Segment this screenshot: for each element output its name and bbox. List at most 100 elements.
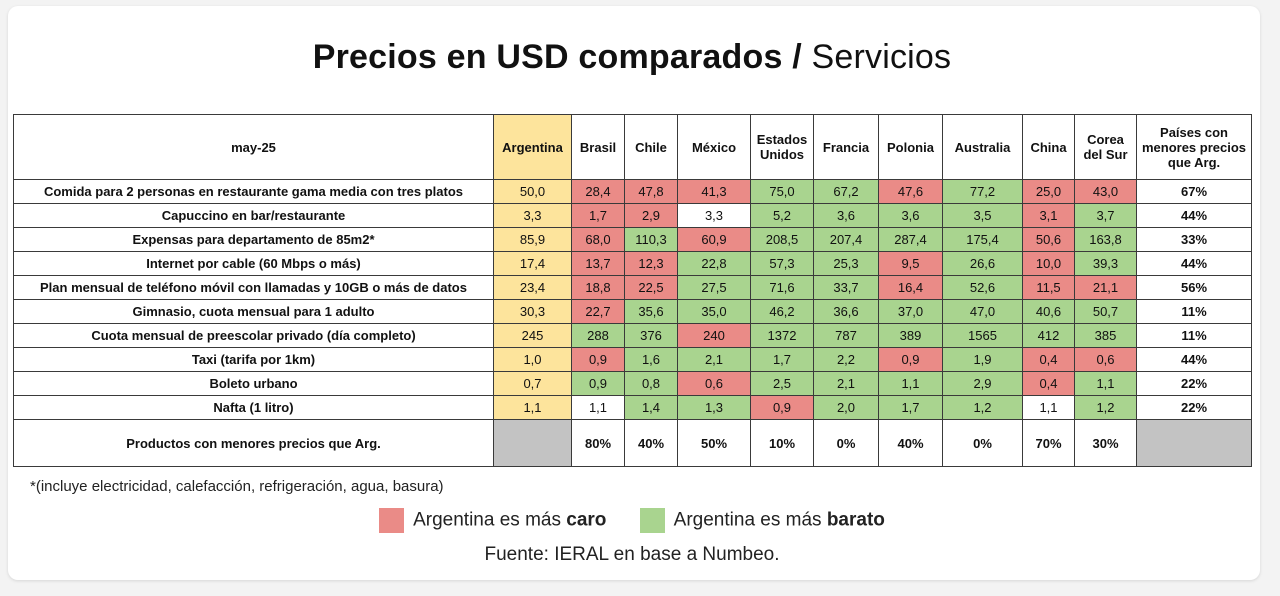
header-country: Chile: [624, 114, 678, 180]
price-cell: 50,7: [1074, 299, 1137, 324]
price-cell: 85,9: [493, 227, 572, 252]
price-cell: 18,8: [571, 275, 625, 300]
row-label: Nafta (1 litro): [13, 395, 494, 420]
price-cell: 43,0: [1074, 179, 1137, 204]
summary-cell: [493, 419, 572, 467]
price-cell: 1565: [942, 323, 1023, 348]
price-cell: 2,5: [750, 371, 814, 396]
price-cell: 3,5: [942, 203, 1023, 228]
price-cell: 12,3: [624, 251, 678, 276]
row-label: Expensas para departamento de 85m2*: [13, 227, 494, 252]
share-cheaper-cell: 44%: [1136, 347, 1252, 372]
summary-cell: 30%: [1074, 419, 1137, 467]
summary-cell: 40%: [878, 419, 943, 467]
price-cell: 3,6: [813, 203, 879, 228]
price-cell: 163,8: [1074, 227, 1137, 252]
price-cell: 13,7: [571, 251, 625, 276]
price-cell: 50,0: [493, 179, 572, 204]
header-country: Polonia: [878, 114, 943, 180]
row-label: Taxi (tarifa por 1km): [13, 347, 494, 372]
price-comparison-table: may-25 Argentina Brasil Chile México Est…: [13, 114, 1252, 467]
row-label: Plan mensual de teléfono móvil con llama…: [13, 275, 494, 300]
header-country: Brasil: [571, 114, 625, 180]
price-cell: 50,6: [1022, 227, 1075, 252]
table-row: Boleto urbano 0,7 0,9 0,8 0,6 2,5 2,1 1,1 2,9 0,4…: [13, 371, 1252, 396]
price-cell: 40,6: [1022, 299, 1075, 324]
table-row: Expensas para departamento de 85m2* 85,9 6…: [13, 227, 1252, 252]
share-cheaper-cell: 44%: [1136, 251, 1252, 276]
title-sub: Servicios: [811, 38, 952, 76]
price-cell: 9,5: [878, 251, 943, 276]
legend-caro-bold: caro: [566, 509, 607, 531]
share-cheaper-cell: 56%: [1136, 275, 1252, 300]
table-row: Comida para 2 personas en restaurante ga…: [13, 179, 1252, 204]
price-cell: 2,1: [677, 347, 751, 372]
summary-label: Productos con menores precios que Arg.: [13, 419, 494, 467]
price-cell: 26,6: [942, 251, 1023, 276]
price-cell: 1,1: [1074, 371, 1137, 396]
price-cell: 245: [493, 323, 572, 348]
price-cell: 2,9: [624, 203, 678, 228]
price-cell: 60,9: [677, 227, 751, 252]
summary-cell: [1136, 419, 1252, 467]
price-cell: 1,9: [942, 347, 1023, 372]
price-cell: 787: [813, 323, 879, 348]
price-cell: 22,8: [677, 251, 751, 276]
table-row: Internet por cable (60 Mbps o más) 17,4 13…: [13, 251, 1252, 276]
price-cell: 3,3: [493, 203, 572, 228]
summary-cell: 10%: [750, 419, 814, 467]
price-cell: 1,7: [750, 347, 814, 372]
header-country: China: [1022, 114, 1075, 180]
price-cell: 110,3: [624, 227, 678, 252]
price-cell: 1,2: [1074, 395, 1137, 420]
chart-title: Precios en USD comparados / Servicios: [0, 38, 1264, 77]
share-cheaper-cell: 44%: [1136, 203, 1252, 228]
price-cell: 36,6: [813, 299, 879, 324]
price-cell: 67,2: [813, 179, 879, 204]
legend-swatch-barato: [639, 508, 665, 533]
row-label: Boleto urbano: [13, 371, 494, 396]
price-cell: 0,6: [1074, 347, 1137, 372]
header-country: Argentina: [493, 114, 572, 180]
summary-cell: 40%: [624, 419, 678, 467]
price-cell: 412: [1022, 323, 1075, 348]
header-country: Francia: [813, 114, 879, 180]
share-cheaper-cell: 11%: [1136, 299, 1252, 324]
share-cheaper-cell: 67%: [1136, 179, 1252, 204]
price-cell: 1,0: [493, 347, 572, 372]
summary-cell: 70%: [1022, 419, 1075, 467]
price-cell: 10,0: [1022, 251, 1075, 276]
price-cell: 1,1: [878, 371, 943, 396]
summary-cell: 0%: [942, 419, 1023, 467]
price-cell: 1,4: [624, 395, 678, 420]
legend-item-barato: Argentina es más barato: [639, 508, 885, 533]
price-cell: 21,1: [1074, 275, 1137, 300]
row-label: Gimnasio, cuota mensual para 1 adulto: [13, 299, 494, 324]
price-cell: 175,4: [942, 227, 1023, 252]
table-row: Nafta (1 litro) 1,1 1,1 1,4 1,3 0,9 2,0 1,7 1,2 1…: [13, 395, 1252, 420]
price-cell: 5,2: [750, 203, 814, 228]
price-cell: 385: [1074, 323, 1137, 348]
price-cell: 0,8: [624, 371, 678, 396]
price-cell: 47,6: [878, 179, 943, 204]
header-share-cheaper: Países con menores precios que Arg.: [1136, 114, 1252, 180]
price-cell: 57,3: [750, 251, 814, 276]
price-cell: 52,6: [942, 275, 1023, 300]
legend-swatch-caro: [379, 508, 405, 533]
price-cell: 41,3: [677, 179, 751, 204]
footnote: *(incluye electricidad, calefacción, ref…: [30, 478, 444, 495]
table-row: Cuota mensual de preescolar privado (día…: [13, 323, 1252, 348]
price-cell: 0,9: [571, 371, 625, 396]
share-cheaper-cell: 11%: [1136, 323, 1252, 348]
price-cell: 1,6: [624, 347, 678, 372]
price-cell: 22,7: [571, 299, 625, 324]
price-cell: 2,9: [942, 371, 1023, 396]
row-label: Cuota mensual de preescolar privado (día…: [13, 323, 494, 348]
table-row: Gimnasio, cuota mensual para 1 adulto 30,…: [13, 299, 1252, 324]
price-cell: 33,7: [813, 275, 879, 300]
price-cell: 17,4: [493, 251, 572, 276]
table-row: Capuccino en bar/restaurante 3,3 1,7 2,9 3,3…: [13, 203, 1252, 228]
price-cell: 0,9: [750, 395, 814, 420]
price-cell: 288: [571, 323, 625, 348]
table-row: Taxi (tarifa por 1km) 1,0 0,9 1,6 2,1 1,7 2,2 0…: [13, 347, 1252, 372]
